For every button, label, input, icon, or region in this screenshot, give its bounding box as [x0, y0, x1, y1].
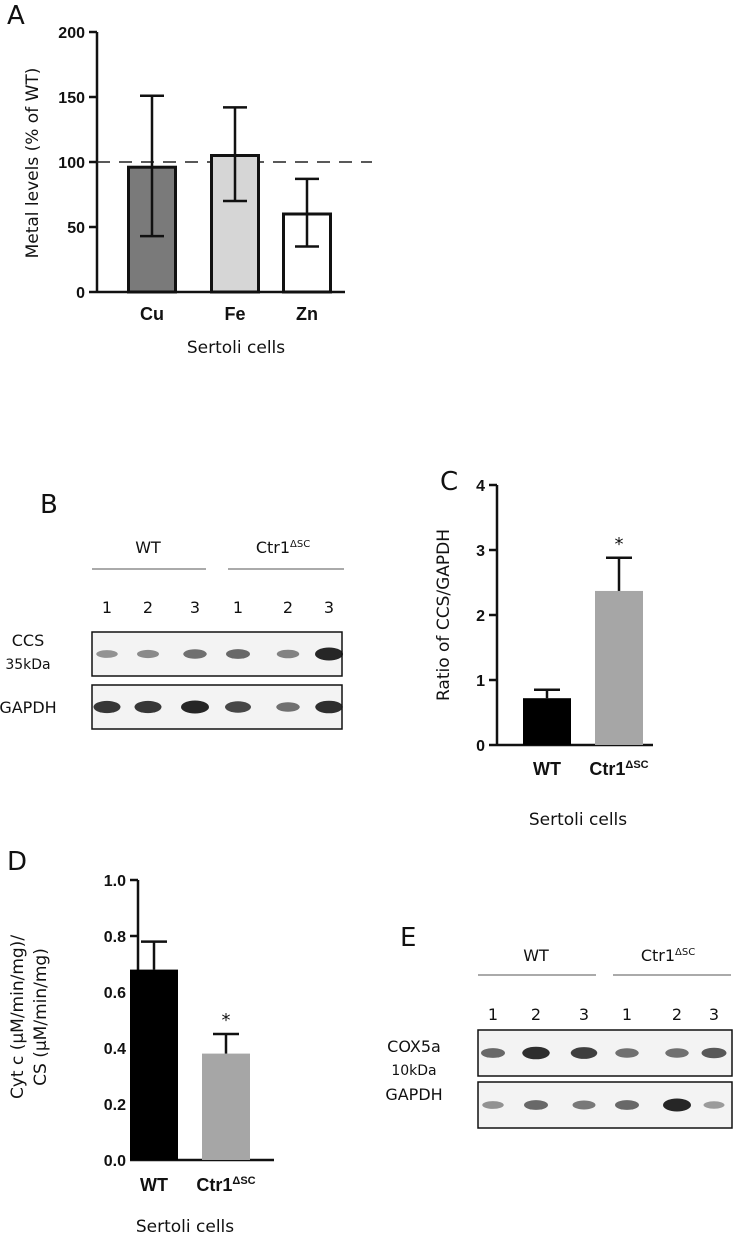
blot-e-row2-band: [572, 1100, 596, 1110]
blot-b-row2-band: [181, 700, 209, 714]
blot-b-row1-band: [315, 647, 343, 661]
blot-b-row2-band: [315, 700, 343, 714]
chart-d-ytick-label: 0.4: [104, 1041, 126, 1058]
blot-b-row2-band: [93, 700, 121, 714]
blot-b-lane-number: 3: [190, 598, 200, 617]
chart-a-xlabel: Sertoli cells: [187, 338, 285, 358]
chart-d-xlabel: Sertoli cells: [136, 1217, 234, 1237]
panel-label-d: D: [7, 847, 27, 877]
chart-c-ytick-label: 3: [476, 543, 485, 560]
blot-e-lane-number: 1: [622, 1005, 632, 1024]
blot-b-row1-band: [276, 649, 300, 659]
chart-c-ytick-label: 1: [476, 673, 485, 690]
chart-a-ytick-label: 100: [58, 155, 85, 172]
blot-e-lane-number: 2: [531, 1005, 541, 1024]
blot-b-row2-label: GAPDH: [0, 698, 57, 717]
blot-b-group-wt: WT: [135, 538, 161, 557]
blot-e-row1-band: [615, 1048, 639, 1058]
blot-b-row1-band: [226, 649, 250, 659]
blot-e-row1-membrane: [477, 1029, 733, 1077]
blot-e: WT Ctr1ΔSC 1 2 3 1 2 3 COX5a 10kDa GAPDH: [385, 946, 733, 1129]
chart-d-ytick-label: 1.0: [104, 873, 126, 890]
chart-a-ytick-label: 0: [76, 285, 85, 302]
chart-a-metal-levels: Metal levels (% of WT) Sertoli cells 0 50…: [23, 25, 372, 358]
panel-label-b: B: [40, 490, 58, 520]
blot-e-row2-band: [524, 1100, 548, 1110]
blot-e-lane-number: 1: [488, 1005, 498, 1024]
chart-a-category-label: Fe: [224, 304, 245, 324]
blot-e-row2-band: [703, 1101, 725, 1109]
blot-e-lane-number: 3: [709, 1005, 719, 1024]
chart-a-category-label: Cu: [140, 304, 164, 324]
blot-b-row2-band: [225, 701, 251, 713]
blot-b-row2-band: [134, 700, 162, 714]
chart-c-significance-star: *: [615, 534, 624, 555]
blot-b-lane-number: 3: [324, 598, 334, 617]
blot-b-row2-band: [276, 702, 300, 712]
blot-b-row1-band: [96, 650, 118, 658]
blot-e-lane-number: 2: [672, 1005, 682, 1024]
blot-e-row2-band: [482, 1101, 504, 1109]
chart-d-bar-ctr1: [202, 1053, 250, 1160]
blot-b-row1-band: [137, 649, 159, 659]
panel-label-c: C: [440, 467, 458, 497]
chart-a-bar-zn: [282, 212, 332, 294]
chart-c-category-label: Ctr1ΔSC: [589, 759, 648, 779]
chart-d-cytc-cs: Cyt c (μM/min/mg)/ CS (μM/min/mg) Sertol…: [8, 873, 274, 1237]
chart-d-significance-star: *: [222, 1010, 231, 1031]
chart-c-ylabel: Ratio of CCS/GAPDH: [434, 529, 454, 701]
chart-c-ccs-ratio: Ratio of CCS/GAPDH Sertoli cells 0 1 2 3 4 WT…: [434, 478, 653, 830]
chart-d-category-label: Ctr1ΔSC: [196, 1175, 255, 1195]
chart-c-ytick-label: 2: [476, 608, 485, 625]
chart-d-ylabel-line2: CS (μM/min/mg): [31, 948, 51, 1086]
blot-e-lane-number: 3: [579, 1005, 589, 1024]
chart-a-ylabel: Metal levels (% of WT): [23, 68, 43, 259]
blot-e-row1-band: [481, 1048, 505, 1058]
chart-d-bar-wt: [130, 969, 178, 1160]
blot-b-row2-membrane: [91, 684, 343, 730]
blot-e-row1-label: COX5a: [387, 1037, 441, 1056]
blot-b-row1-membrane: [91, 631, 343, 677]
blot-b: WT Ctr1ΔSC 1 2 3 1 2 3 CCS 35kDa GAPDH: [0, 538, 344, 730]
blot-b-row1-size: 35kDa: [5, 657, 50, 673]
chart-c-ytick-label: 4: [476, 478, 485, 495]
chart-d-ytick-label: 0.8: [104, 929, 126, 946]
chart-a-ytick-label: 50: [67, 220, 85, 237]
chart-d-ytick-label: 0.2: [104, 1097, 126, 1114]
blot-b-row1-label: CCS: [12, 631, 45, 650]
chart-c-bar-wt: [523, 698, 571, 745]
blot-e-group-ctr1: Ctr1ΔSC: [641, 946, 695, 965]
blot-e-row2-band: [663, 1098, 691, 1112]
blot-b-lane-number: 2: [143, 598, 153, 617]
blot-e-row2-membrane: [477, 1081, 733, 1129]
blot-b-row1-band: [183, 649, 207, 659]
blot-e-row1-band: [701, 1047, 727, 1059]
chart-d-ytick-label: 0.6: [104, 985, 126, 1002]
chart-a-ytick-label: 200: [58, 25, 85, 42]
blot-b-lane-number: 1: [102, 598, 112, 617]
chart-c-category-label: WT: [533, 759, 561, 779]
chart-c-bar-ctr1: [595, 590, 643, 745]
panel-label-e: E: [400, 923, 416, 953]
blot-e-row1-band: [522, 1046, 550, 1060]
chart-d-ylabel-line1: Cyt c (μM/min/mg)/: [8, 935, 28, 1099]
panel-label-a: A: [7, 1, 25, 31]
blot-b-lane-number: 2: [283, 598, 293, 617]
blot-e-row1-band: [570, 1047, 598, 1059]
blot-e-row2-label: GAPDH: [385, 1085, 442, 1104]
blot-e-row1-band: [665, 1048, 689, 1058]
blot-e-row2-band: [615, 1100, 639, 1110]
blot-e-group-wt: WT: [523, 946, 549, 965]
blot-e-row1-size: 10kDa: [391, 1063, 436, 1079]
chart-c-xlabel: Sertoli cells: [529, 810, 627, 830]
chart-d-ytick-label: 0.0: [104, 1153, 126, 1170]
chart-a-ytick-label: 150: [58, 90, 85, 107]
blot-b-group-ctr1: Ctr1ΔSC: [256, 538, 310, 557]
chart-a-category-label: Zn: [296, 304, 318, 324]
chart-d-category-label: WT: [140, 1175, 168, 1195]
blot-b-lane-number: 1: [233, 598, 243, 617]
chart-c-ytick-label: 0: [476, 738, 485, 755]
